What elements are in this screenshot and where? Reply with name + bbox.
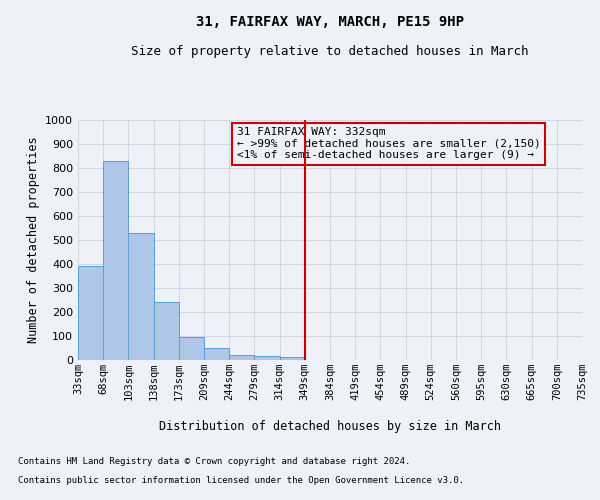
Text: Distribution of detached houses by size in March: Distribution of detached houses by size … (159, 420, 501, 433)
Bar (103, 162, 128, 360)
Text: Contains public sector information licensed under the Open Government Licence v3: Contains public sector information licen… (18, 476, 464, 485)
Bar (154, 302, 179, 360)
Text: 31 FAIRFAX WAY: 332sqm
← >99% of detached houses are smaller (2,150)
<1% of semi: 31 FAIRFAX WAY: 332sqm ← >99% of detache… (237, 127, 541, 160)
Text: 31, FAIRFAX WAY, MARCH, PE15 9HP: 31, FAIRFAX WAY, MARCH, PE15 9HP (196, 15, 464, 29)
Bar (78, 266, 103, 360)
Text: Size of property relative to detached houses in March: Size of property relative to detached ho… (131, 45, 529, 58)
Text: Contains HM Land Registry data © Crown copyright and database right 2024.: Contains HM Land Registry data © Crown c… (18, 458, 410, 466)
Y-axis label: Number of detached properties: Number of detached properties (26, 136, 40, 344)
Bar (179, 336, 204, 360)
Bar (204, 348, 229, 360)
Bar (128, 233, 154, 360)
Bar (254, 356, 280, 360)
Bar (229, 355, 254, 360)
Bar (280, 358, 305, 360)
